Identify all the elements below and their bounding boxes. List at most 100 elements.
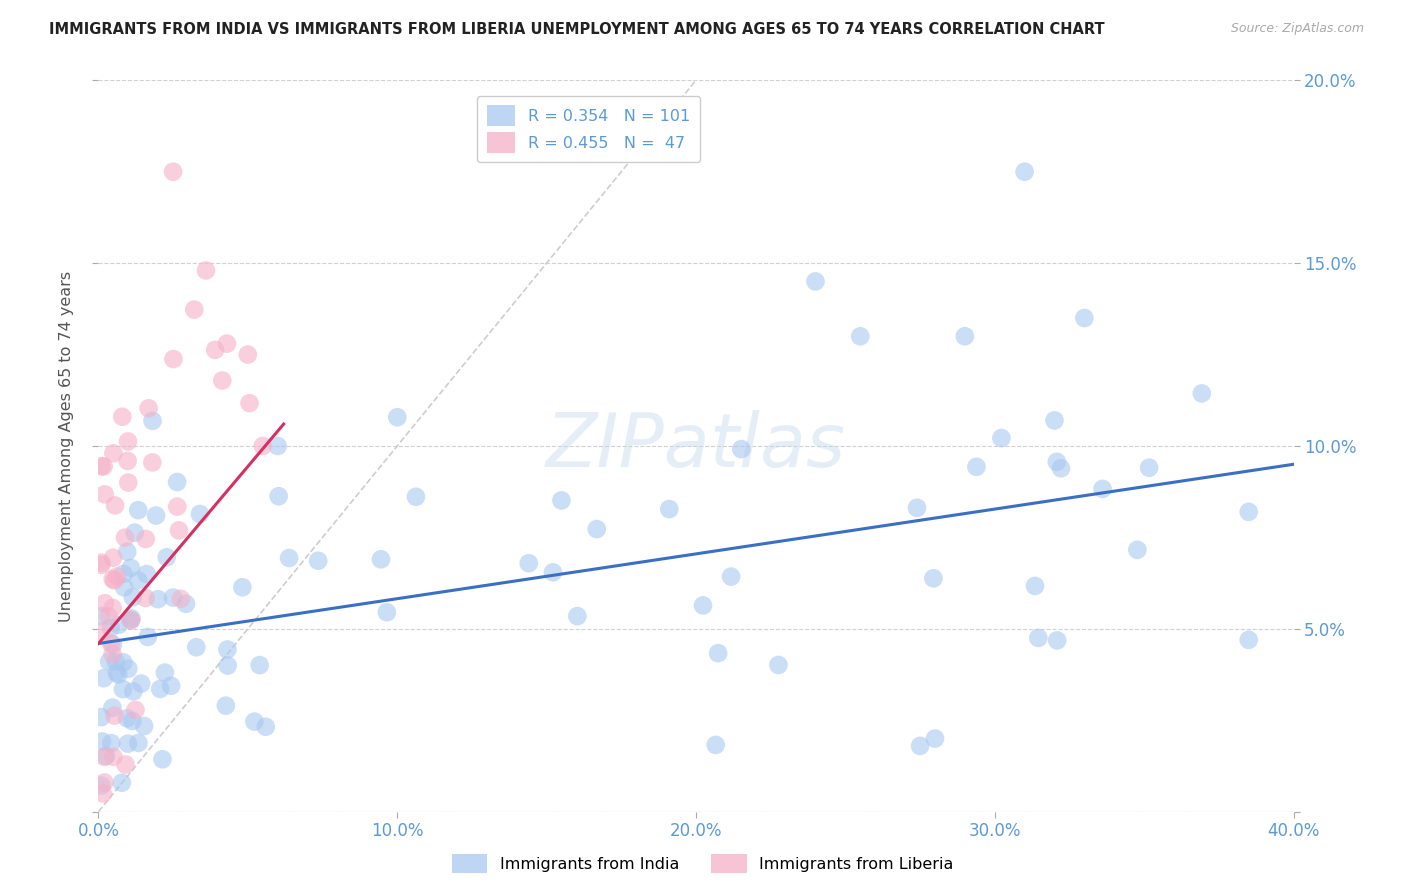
Point bbox=[104, 655, 127, 669]
Point bbox=[94, 748, 117, 763]
Point bbox=[97, 609, 120, 624]
Point bbox=[211, 374, 233, 388]
Point bbox=[387, 410, 409, 425]
Point bbox=[114, 531, 136, 545]
Point bbox=[965, 459, 987, 474]
Point bbox=[93, 487, 115, 501]
Point bbox=[768, 657, 790, 672]
Point bbox=[121, 714, 143, 728]
Point bbox=[103, 708, 125, 723]
Point bbox=[141, 414, 163, 428]
Point bbox=[101, 600, 124, 615]
Point bbox=[162, 164, 184, 178]
Point bbox=[167, 524, 190, 538]
Point bbox=[127, 574, 149, 588]
Point bbox=[117, 454, 139, 468]
Point bbox=[91, 734, 114, 748]
Point bbox=[215, 336, 238, 351]
Point bbox=[94, 596, 117, 610]
Point bbox=[692, 599, 714, 613]
Point bbox=[162, 352, 184, 367]
Point bbox=[91, 787, 114, 801]
Point bbox=[405, 490, 427, 504]
Point bbox=[922, 571, 945, 585]
Point bbox=[254, 720, 277, 734]
Point bbox=[121, 611, 143, 625]
Point bbox=[217, 642, 239, 657]
Point bbox=[195, 263, 218, 277]
Point bbox=[1137, 460, 1160, 475]
Point bbox=[101, 550, 124, 565]
Point bbox=[162, 591, 184, 605]
Point bbox=[1126, 542, 1149, 557]
Point bbox=[117, 662, 139, 676]
Point bbox=[1237, 632, 1260, 647]
Point bbox=[114, 757, 136, 772]
Point bbox=[93, 671, 115, 685]
Point bbox=[135, 567, 157, 582]
Point bbox=[188, 507, 211, 521]
Point bbox=[112, 580, 135, 594]
Point bbox=[953, 329, 976, 343]
Point bbox=[124, 525, 146, 540]
Point bbox=[93, 459, 115, 474]
Point bbox=[103, 574, 125, 588]
Point bbox=[707, 646, 730, 660]
Point bbox=[105, 665, 128, 680]
Point bbox=[146, 592, 169, 607]
Point bbox=[100, 636, 122, 650]
Point bbox=[186, 640, 208, 655]
Point bbox=[127, 736, 149, 750]
Point bbox=[160, 679, 183, 693]
Point bbox=[134, 719, 156, 733]
Point bbox=[567, 609, 589, 624]
Point bbox=[90, 779, 112, 793]
Point bbox=[115, 711, 138, 725]
Point bbox=[231, 580, 253, 594]
Text: ZIPatlas: ZIPatlas bbox=[546, 410, 846, 482]
Point bbox=[138, 401, 160, 416]
Point bbox=[112, 566, 135, 581]
Point bbox=[90, 558, 112, 572]
Point bbox=[1028, 631, 1050, 645]
Point bbox=[1050, 461, 1073, 475]
Point bbox=[166, 475, 188, 489]
Point bbox=[117, 545, 139, 559]
Point bbox=[550, 493, 572, 508]
Point bbox=[1191, 386, 1213, 401]
Point bbox=[107, 667, 129, 681]
Point bbox=[145, 508, 167, 523]
Point bbox=[1046, 633, 1069, 648]
Point bbox=[100, 736, 122, 750]
Point bbox=[1043, 413, 1066, 427]
Point bbox=[156, 550, 179, 565]
Point bbox=[124, 703, 146, 717]
Y-axis label: Unemployment Among Ages 65 to 74 years: Unemployment Among Ages 65 to 74 years bbox=[59, 270, 75, 622]
Legend: R = 0.354   N = 101, R = 0.455   N =  47: R = 0.354 N = 101, R = 0.455 N = 47 bbox=[477, 95, 700, 162]
Point bbox=[117, 475, 139, 490]
Point bbox=[120, 561, 142, 575]
Point bbox=[90, 624, 112, 639]
Point bbox=[90, 609, 112, 624]
Point bbox=[90, 556, 112, 570]
Point bbox=[278, 551, 301, 566]
Point bbox=[166, 500, 188, 514]
Point bbox=[120, 613, 142, 627]
Point bbox=[658, 502, 681, 516]
Point bbox=[307, 554, 329, 568]
Point bbox=[1073, 310, 1095, 325]
Point bbox=[183, 302, 205, 317]
Point bbox=[1024, 579, 1046, 593]
Point bbox=[117, 434, 139, 449]
Point bbox=[249, 658, 271, 673]
Point bbox=[93, 775, 115, 789]
Point bbox=[217, 658, 239, 673]
Point bbox=[252, 439, 274, 453]
Point bbox=[924, 731, 946, 746]
Point bbox=[149, 681, 172, 696]
Point bbox=[517, 556, 540, 570]
Point bbox=[720, 569, 742, 583]
Point bbox=[107, 618, 129, 632]
Point bbox=[101, 647, 124, 661]
Point bbox=[98, 655, 121, 669]
